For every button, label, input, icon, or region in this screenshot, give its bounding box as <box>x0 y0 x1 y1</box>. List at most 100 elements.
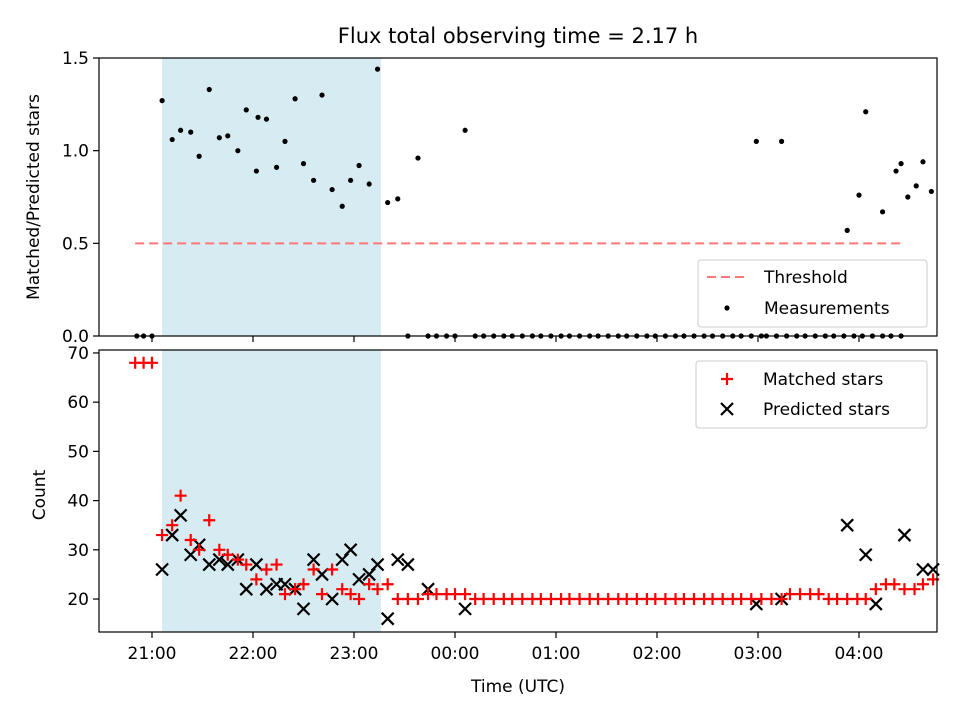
measurement-point <box>339 203 345 209</box>
matched-point <box>602 593 615 606</box>
bottom-legend-box <box>695 360 928 429</box>
x-tick-label: 01:00 <box>532 644 581 664</box>
predicted-point <box>380 611 395 626</box>
x-tick-label: 02:00 <box>633 644 682 664</box>
bottom-y-axis-label: Count <box>30 469 50 520</box>
top-y-tick-label: 0.5 <box>62 234 89 254</box>
matched-point <box>831 593 844 606</box>
predicted-point <box>220 557 235 572</box>
matched-point <box>449 588 461 601</box>
matched-point <box>184 533 197 546</box>
top-y-axis-label: Matched/Predicted stars <box>24 94 44 300</box>
top-x-ticks <box>151 336 860 342</box>
measurement-point <box>844 227 850 233</box>
top-y-tick-label: 0.0 <box>62 327 89 347</box>
matched-point <box>735 593 748 606</box>
matched-point <box>620 593 633 606</box>
predicted-point <box>202 557 217 572</box>
predicted-point <box>239 582 254 596</box>
legend-predicted-swatch <box>720 402 734 416</box>
measurement-point <box>206 86 212 93</box>
matched-point <box>307 563 320 576</box>
predicted-point <box>343 543 358 557</box>
matched-point <box>794 588 807 601</box>
measurement-point <box>178 127 184 133</box>
measurement-point <box>356 162 362 169</box>
predicted-point <box>840 518 854 532</box>
matched-point <box>888 578 901 591</box>
measurement-point <box>319 92 325 98</box>
predicted-point <box>325 592 339 606</box>
bottom-plot-frame <box>98 349 938 633</box>
matched-point <box>677 593 690 606</box>
matched-point <box>516 593 529 606</box>
matched-point <box>534 593 547 606</box>
predicted-point <box>278 577 292 592</box>
matched-point <box>812 588 825 601</box>
measurement-point <box>348 177 354 183</box>
legend-matched-swatch <box>721 373 733 385</box>
x-tick-label: 00:00 <box>431 644 480 664</box>
predicted-point <box>370 557 385 572</box>
matched-point <box>630 593 643 606</box>
matched-point <box>841 593 854 606</box>
legend-matched-label: Matched stars <box>763 370 883 390</box>
matched-point <box>297 578 310 591</box>
measurement-point <box>905 194 911 200</box>
matched-point <box>459 588 472 601</box>
measurement-point <box>913 183 919 189</box>
predicted-point <box>390 552 405 567</box>
matched-point <box>391 593 404 606</box>
matched-point <box>213 543 226 556</box>
x-tick-label: 04:00 <box>835 644 884 664</box>
measurement-point <box>196 153 202 159</box>
measurement-point <box>329 186 335 193</box>
matched-point <box>166 519 179 532</box>
matched-point <box>563 593 576 606</box>
matched-point <box>544 593 557 606</box>
matched-point <box>592 593 605 606</box>
bottom-y-tick-label: 20 <box>67 590 89 610</box>
matched-point <box>401 593 414 606</box>
matched-point <box>745 593 758 606</box>
legend-predicted-label: Predicted stars <box>763 400 890 420</box>
top-y-tick-label: 1.5 <box>62 49 89 69</box>
legend-measurements-label: Measurements <box>764 299 890 319</box>
bottom-y-axis: 20 30 40 50 60 70 <box>67 344 99 610</box>
top-y-tick-label: 1.0 <box>62 142 89 162</box>
predicted-point <box>916 562 930 577</box>
x-tick-label: 03:00 <box>734 644 783 664</box>
measurement-point <box>395 196 401 202</box>
measurement-point <box>263 116 270 122</box>
top-legend: Threshold Measurements <box>697 259 928 328</box>
matched-point <box>916 578 929 591</box>
measurement-point <box>216 135 222 141</box>
matched-point <box>250 573 263 586</box>
matched-point <box>869 583 882 596</box>
predicted-point <box>296 602 311 616</box>
predicted-point <box>173 508 188 523</box>
bottom-y-tick-label: 50 <box>67 442 89 462</box>
bottom-panel: 20 30 40 50 60 70 21:00 22:00 23:00 00:00 01:00 02… <box>30 344 940 697</box>
measurement-point <box>273 164 280 170</box>
predicted-point <box>259 582 274 596</box>
predicted-point <box>155 562 169 577</box>
predicted-point <box>249 557 264 572</box>
top-shaded-region <box>162 58 381 336</box>
measurement-point <box>188 129 194 135</box>
matched-point <box>783 588 796 601</box>
measurement-point <box>311 177 317 183</box>
measurement-point <box>235 148 241 154</box>
measurement-point <box>366 181 372 187</box>
legend-predicted-marker <box>720 402 734 416</box>
matched-point <box>477 593 490 606</box>
measurement-point <box>462 127 468 133</box>
measurement-point <box>778 138 785 144</box>
predicted-point <box>306 552 321 567</box>
matched-point <box>193 543 206 556</box>
matched-point <box>898 583 911 596</box>
measurement-point <box>300 161 307 167</box>
matched-point <box>430 588 443 601</box>
measurement-point <box>415 155 421 161</box>
